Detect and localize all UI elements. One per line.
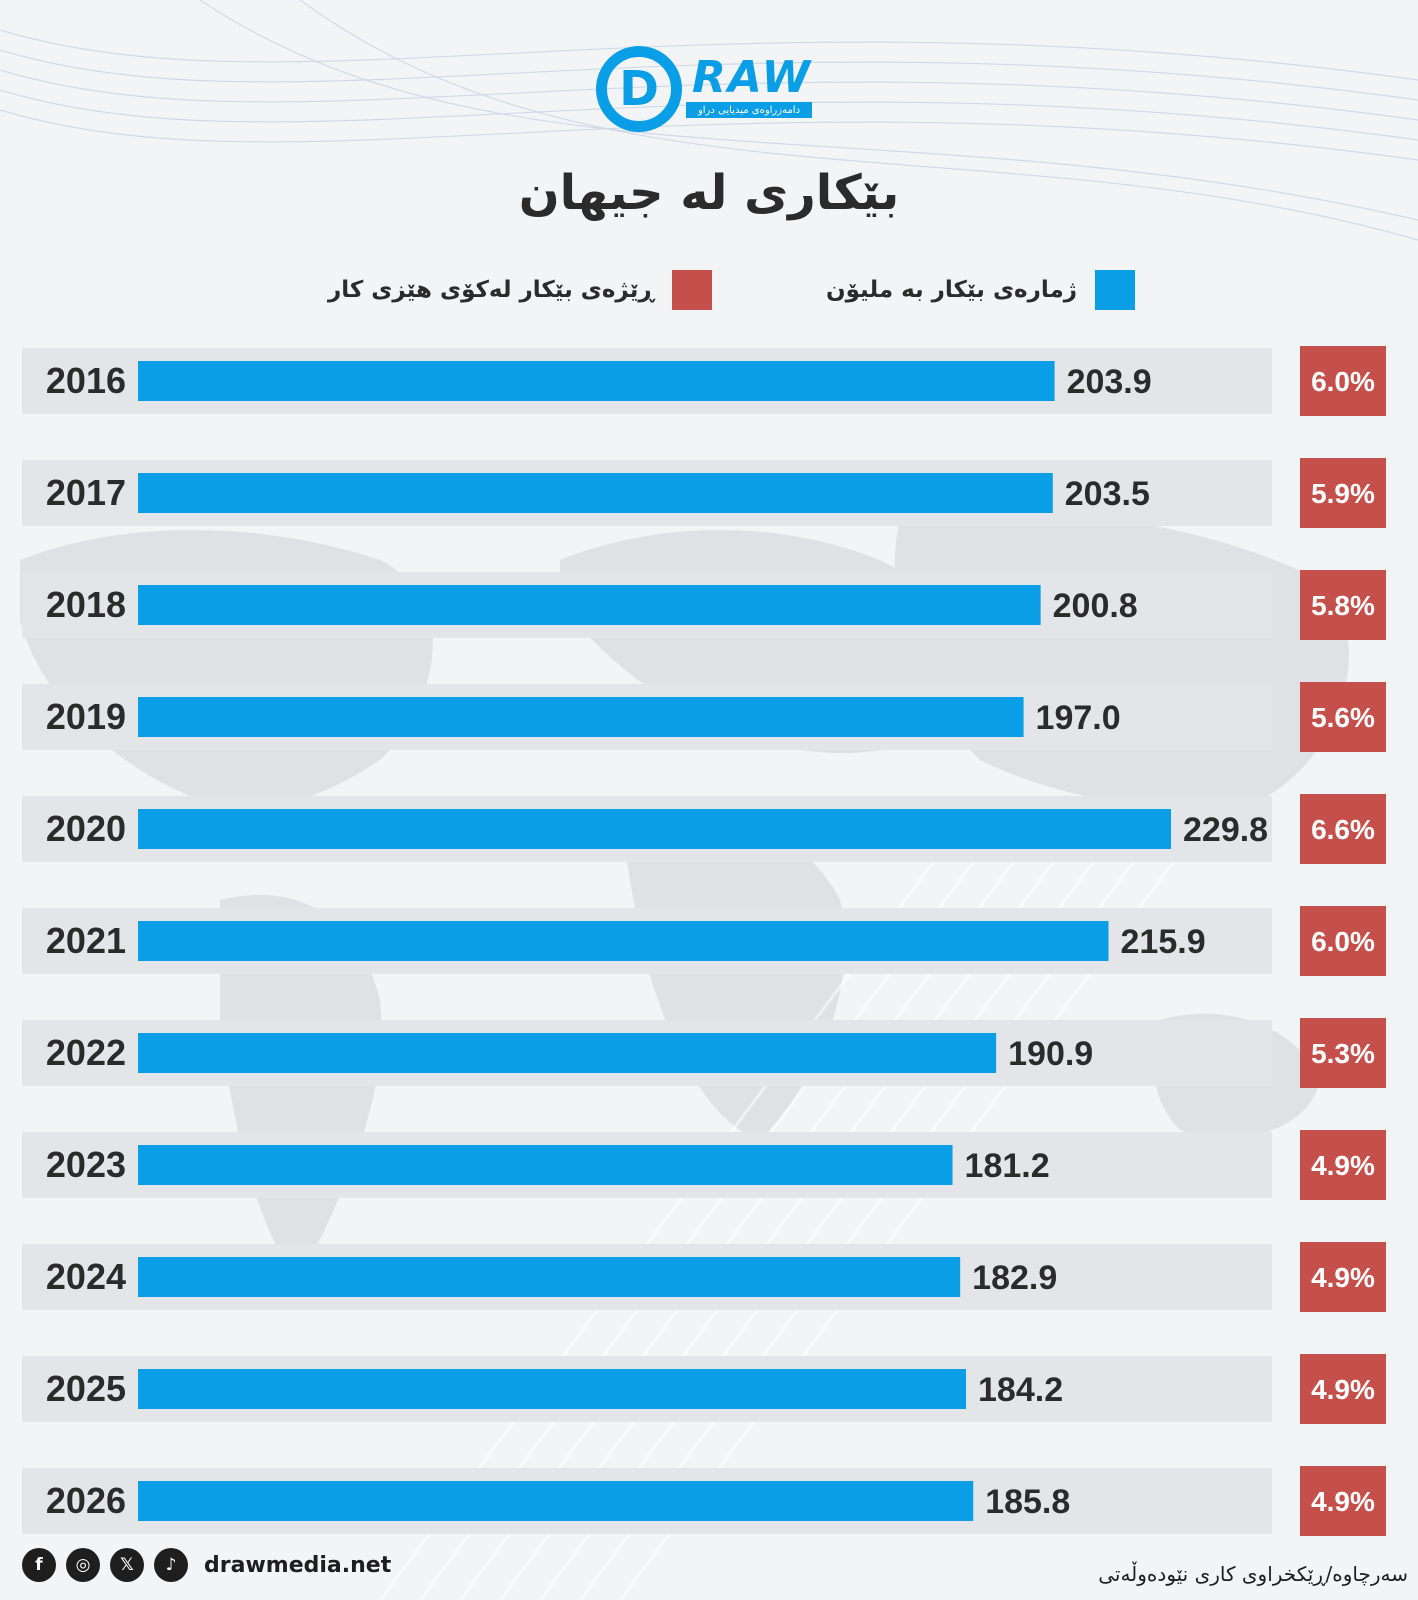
rate-value-label: 5.3% xyxy=(1311,1038,1375,1069)
rate-box xyxy=(1300,1130,1386,1200)
year-label: 2023 xyxy=(46,1144,126,1185)
rate-box xyxy=(1300,906,1386,976)
legend-item-count: ژمارەی بێکار بە ملیۆن xyxy=(826,268,1135,312)
rate-value-label: 5.6% xyxy=(1311,702,1375,733)
rate-box xyxy=(1300,682,1386,752)
rate-value-label: 4.9% xyxy=(1311,1262,1375,1293)
count-value-label: 215.9 xyxy=(1121,923,1206,961)
count-value-label: 229.8 xyxy=(1183,811,1268,849)
logo-tagline: دامەزراوەی میدیایی دراو xyxy=(686,102,812,118)
instagram-icon[interactable]: ◎ xyxy=(66,1548,100,1582)
count-bar xyxy=(138,809,1171,849)
count-value-label: 200.8 xyxy=(1053,587,1138,625)
count-bar xyxy=(138,473,1053,513)
year-label: 2026 xyxy=(46,1480,126,1521)
rate-value-label: 5.8% xyxy=(1311,590,1375,621)
count-bar xyxy=(138,1145,953,1185)
rate-box xyxy=(1300,794,1386,864)
rate-box xyxy=(1300,570,1386,640)
count-bar xyxy=(138,1033,997,1073)
count-bar xyxy=(138,697,1024,737)
count-bar xyxy=(138,1481,974,1521)
legend-item-rate: ڕێژەی بێکار لەکۆی هێزی کار xyxy=(328,268,713,312)
rate-box xyxy=(1300,1466,1386,1536)
legend-swatch-count xyxy=(1094,270,1135,310)
count-value-label: 203.5 xyxy=(1065,475,1150,513)
year-label: 2016 xyxy=(46,360,126,401)
legend-label-count: ژمارەی بێکار بە ملیۆن xyxy=(826,277,1077,303)
year-label: 2024 xyxy=(46,1256,126,1297)
rate-box xyxy=(1300,458,1386,528)
rate-value-label: 4.9% xyxy=(1311,1486,1375,1517)
count-bar xyxy=(138,1369,967,1409)
count-value-label: 203.9 xyxy=(1067,363,1152,401)
count-value-label: 184.2 xyxy=(978,1371,1063,1409)
rate-box xyxy=(1300,346,1386,416)
x-icon[interactable]: 𝕏 xyxy=(110,1548,144,1582)
count-value-label: 185.8 xyxy=(985,1483,1070,1521)
year-label: 2018 xyxy=(46,584,126,625)
rate-box xyxy=(1300,1354,1386,1424)
footer-social: f ◎ 𝕏 ♪ drawmedia.net xyxy=(22,1548,391,1582)
rate-value-label: 5.9% xyxy=(1311,478,1375,509)
year-label: 2022 xyxy=(46,1032,126,1073)
logo-wordmark: RAW xyxy=(692,52,813,103)
count-bar xyxy=(138,361,1055,401)
year-label: 2021 xyxy=(46,920,126,961)
count-value-label: 190.9 xyxy=(1008,1035,1093,1073)
rate-box xyxy=(1300,1242,1386,1312)
year-label: 2025 xyxy=(46,1368,126,1409)
website-link[interactable]: drawmedia.net xyxy=(204,1552,392,1578)
count-value-label: 197.0 xyxy=(1036,699,1121,737)
legend-swatch-rate xyxy=(672,270,713,310)
count-bar xyxy=(138,585,1041,625)
rate-value-label: 4.9% xyxy=(1311,1150,1375,1181)
chart-title: بێکاری لە جیهان xyxy=(518,165,900,221)
year-label: 2017 xyxy=(46,472,126,513)
year-label: 2020 xyxy=(46,808,126,849)
logo-ring xyxy=(596,46,682,132)
count-bar xyxy=(138,1257,961,1297)
rate-box xyxy=(1300,1018,1386,1088)
rate-value-label: 6.0% xyxy=(1311,926,1375,957)
draw-logo: D RAW دامەزراوەی میدیایی دراو xyxy=(596,46,816,136)
source-note: سەرچاوە/ڕێکخراوی کاری نێودەوڵەتی xyxy=(1098,1562,1408,1586)
rate-value-label: 6.6% xyxy=(1311,814,1375,845)
tiktok-icon[interactable]: ♪ xyxy=(154,1548,188,1582)
legend-label-rate: ڕێژەی بێکار لەکۆی هێزی کار xyxy=(328,277,655,303)
count-bar xyxy=(138,921,1109,961)
year-label: 2019 xyxy=(46,696,126,737)
rate-value-label: 4.9% xyxy=(1311,1374,1375,1405)
rate-value-label: 6.0% xyxy=(1311,366,1375,397)
logo-d-letter: D xyxy=(619,61,659,117)
count-value-label: 182.9 xyxy=(972,1259,1057,1297)
facebook-icon[interactable]: f xyxy=(22,1548,56,1582)
count-value-label: 181.2 xyxy=(965,1147,1050,1185)
